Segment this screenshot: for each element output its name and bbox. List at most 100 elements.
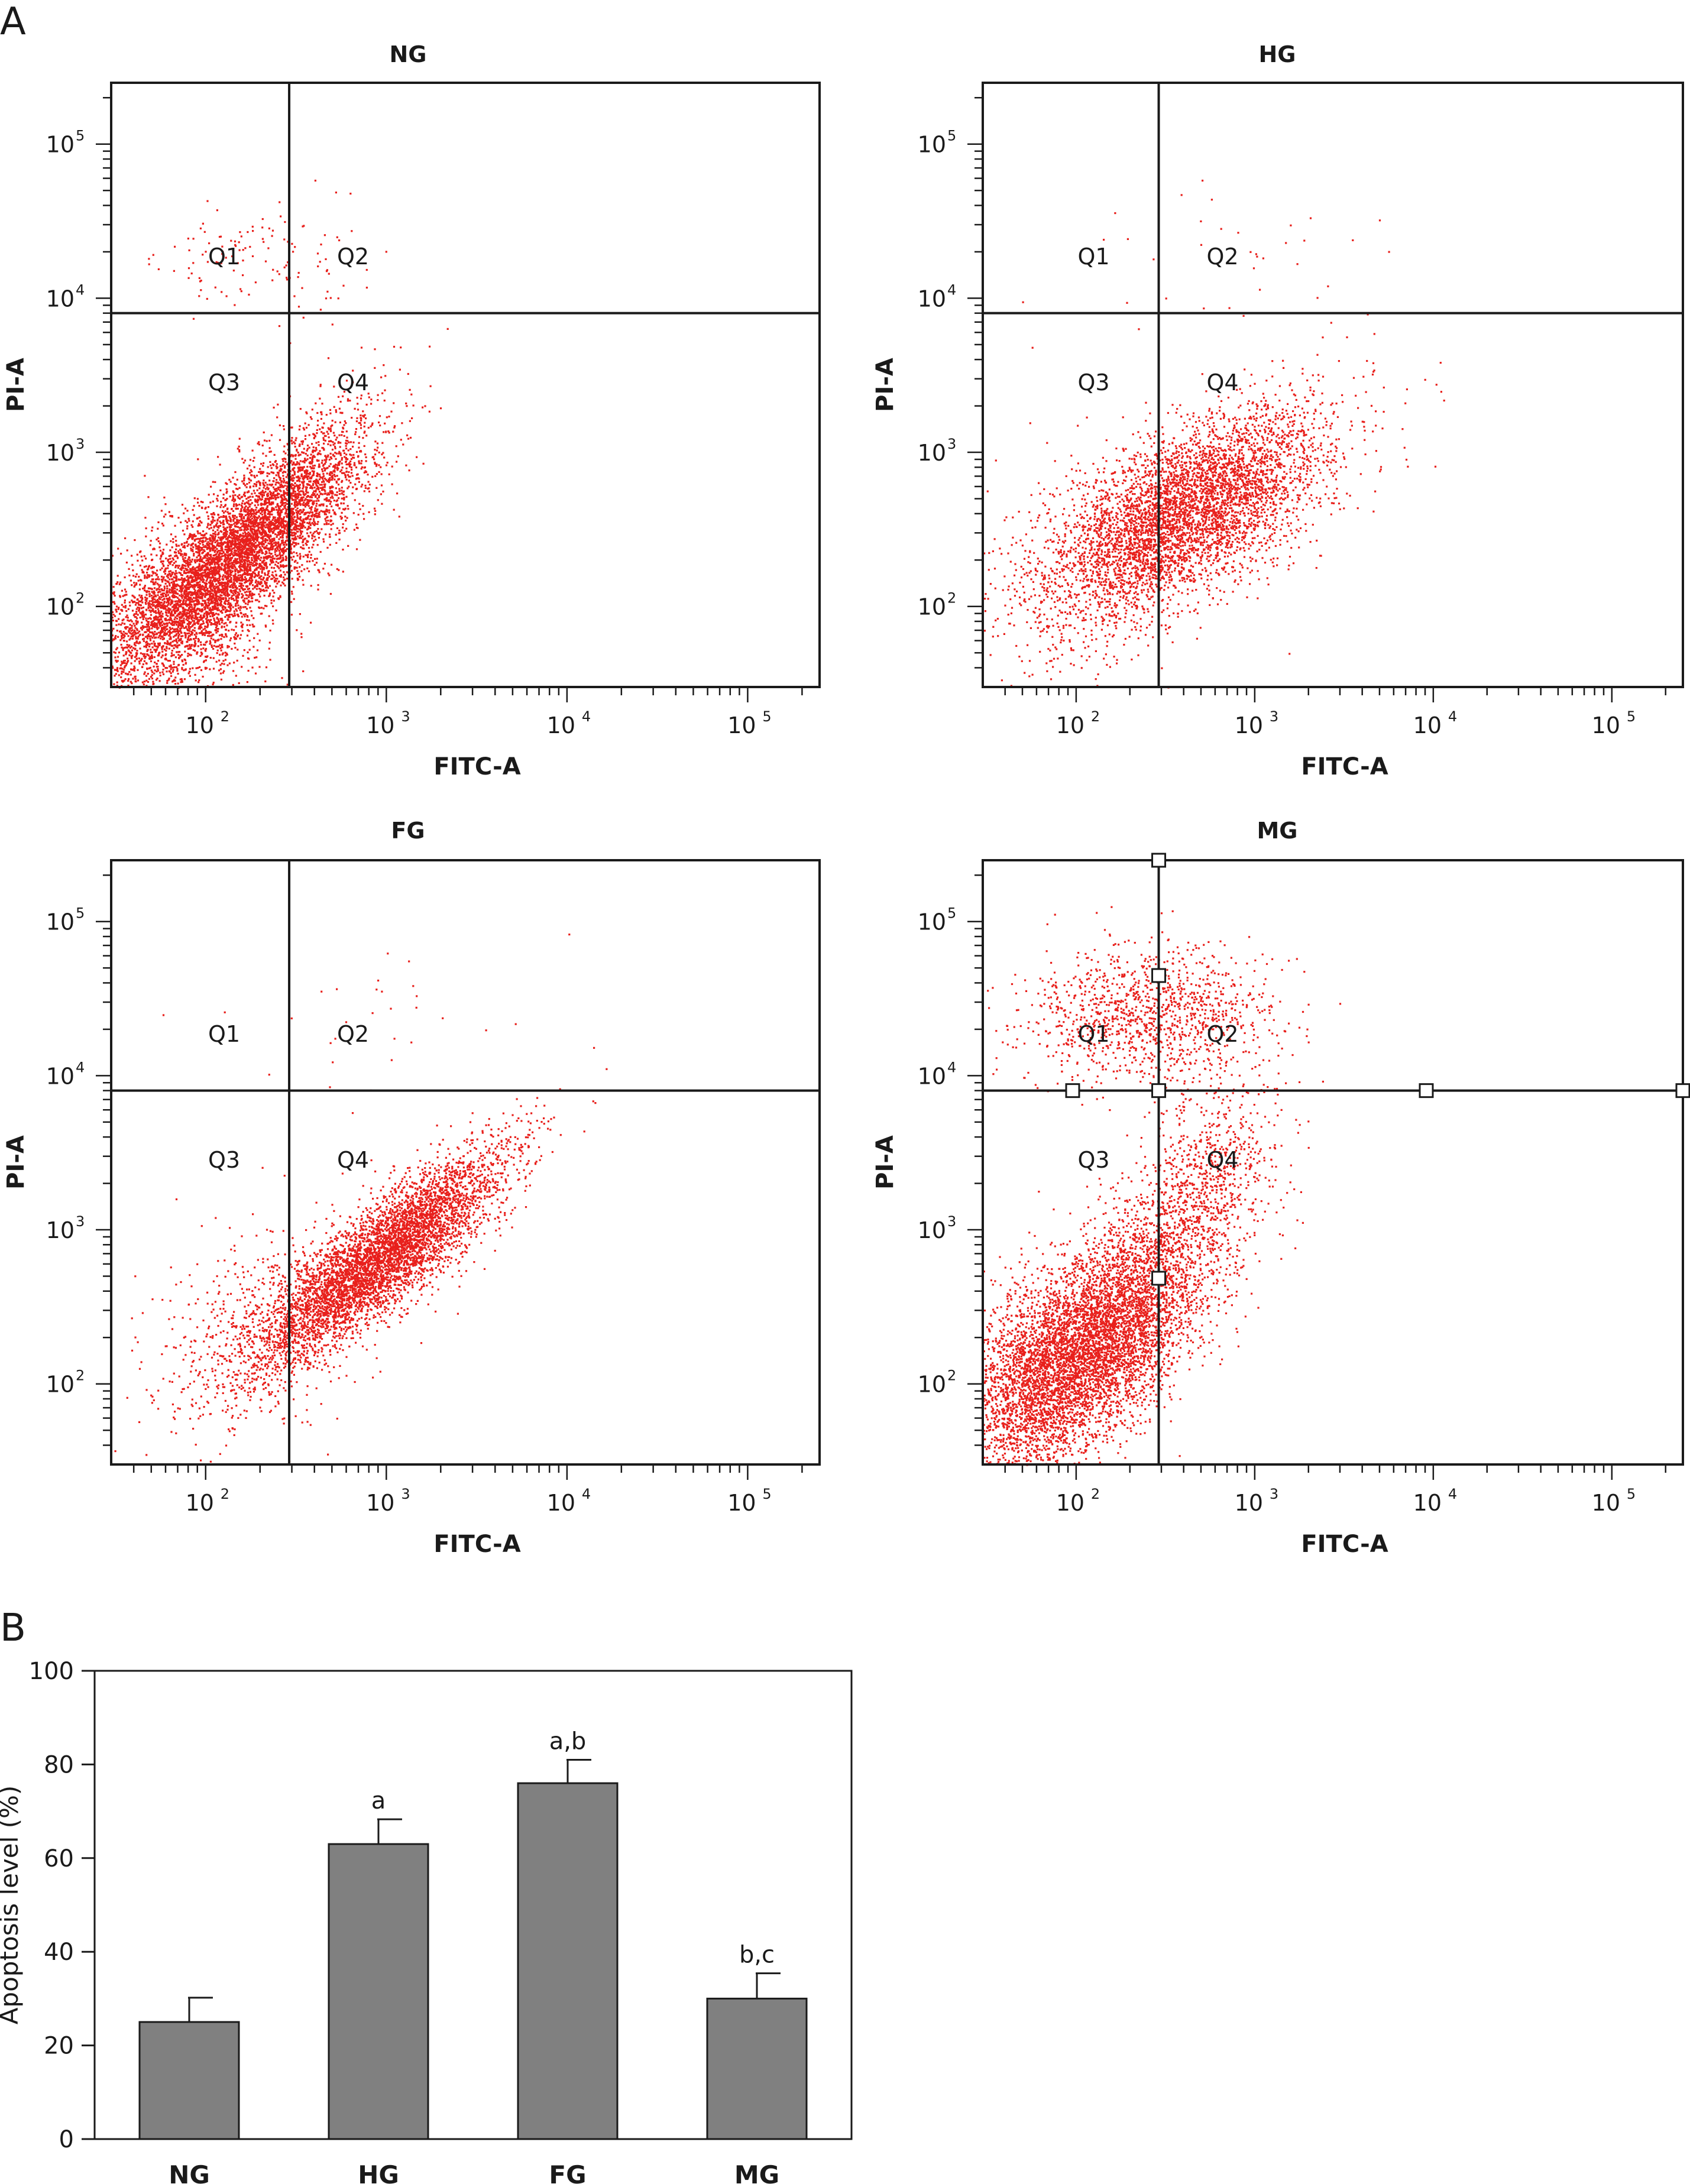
data-point [205, 540, 207, 542]
data-point [365, 435, 368, 437]
data-point [170, 533, 173, 536]
data-point [255, 509, 257, 511]
data-point [189, 559, 191, 561]
data-point [232, 606, 234, 608]
data-point [232, 582, 235, 585]
data-point [179, 549, 182, 551]
data-point [261, 589, 264, 592]
data-point [231, 534, 233, 537]
data-point [198, 619, 201, 621]
data-point [209, 564, 211, 566]
data-point [205, 585, 208, 587]
data-point [234, 579, 236, 581]
data-point [278, 567, 280, 569]
data-point [286, 578, 288, 580]
data-point [187, 625, 190, 628]
data-point [242, 552, 245, 555]
data-point [229, 495, 231, 498]
data-point [125, 610, 128, 613]
data-point [326, 430, 328, 433]
data-point [338, 452, 340, 455]
data-point [254, 572, 256, 575]
data-point [155, 636, 157, 639]
data-point [286, 463, 289, 465]
data-point [227, 546, 229, 549]
data-point [227, 616, 229, 618]
data-point [170, 555, 172, 557]
data-point [257, 524, 259, 527]
data-point [218, 563, 220, 566]
data-point [313, 490, 315, 492]
data-point [283, 478, 285, 480]
data-point [275, 488, 277, 490]
data-point [188, 581, 190, 583]
data-point [240, 565, 242, 568]
data-point [281, 542, 284, 544]
data-point [306, 544, 308, 546]
data-point [255, 574, 257, 576]
data-point [326, 455, 329, 458]
data-point [194, 567, 196, 569]
data-point [235, 602, 237, 605]
data-point [145, 675, 148, 677]
data-point [229, 579, 232, 582]
data-point [273, 508, 276, 511]
data-point [165, 653, 167, 656]
data-point [333, 474, 335, 476]
data-point [345, 442, 347, 445]
data-point [315, 513, 318, 515]
data-point [229, 558, 232, 560]
data-point [241, 542, 244, 544]
data-point [239, 579, 241, 581]
data-point [177, 632, 180, 634]
data-point [242, 461, 245, 464]
data-point [193, 633, 196, 636]
data-point [169, 632, 171, 634]
data-point [247, 519, 250, 521]
data-point [135, 620, 137, 622]
data-point [176, 641, 179, 644]
data-point [225, 482, 227, 484]
data-point [341, 459, 343, 461]
data-point [303, 466, 305, 468]
data-point [220, 522, 222, 524]
data-point [274, 520, 276, 523]
data-point [266, 523, 268, 526]
data-point [236, 504, 238, 506]
data-point [276, 536, 278, 538]
data-point [198, 523, 200, 525]
data-point [195, 613, 197, 615]
data-point [195, 611, 197, 614]
data-point [242, 606, 244, 608]
data-point [176, 597, 179, 599]
data-point [285, 510, 287, 513]
data-point [299, 534, 302, 537]
data-point [261, 490, 264, 492]
data-point [176, 646, 179, 649]
data-point [315, 515, 318, 517]
data-point [222, 493, 225, 495]
data-point [231, 547, 234, 550]
data-point [375, 463, 378, 465]
data-point [234, 540, 236, 542]
data-point [392, 430, 394, 433]
data-point [151, 600, 153, 602]
data-point [258, 511, 260, 513]
data-point [280, 555, 282, 557]
data-point [360, 424, 362, 426]
data-point [194, 609, 196, 611]
data-point [264, 586, 267, 589]
data-point [283, 523, 285, 526]
data-point [245, 501, 248, 504]
data-point [281, 471, 284, 474]
data-point [264, 491, 267, 493]
data-point [157, 660, 160, 662]
data-point [189, 602, 191, 604]
data-point [230, 577, 232, 579]
data-point [299, 566, 301, 568]
data-point [203, 613, 206, 615]
data-point [274, 558, 276, 560]
data-point [174, 555, 176, 558]
data-point [201, 595, 203, 598]
data-point [248, 464, 251, 467]
